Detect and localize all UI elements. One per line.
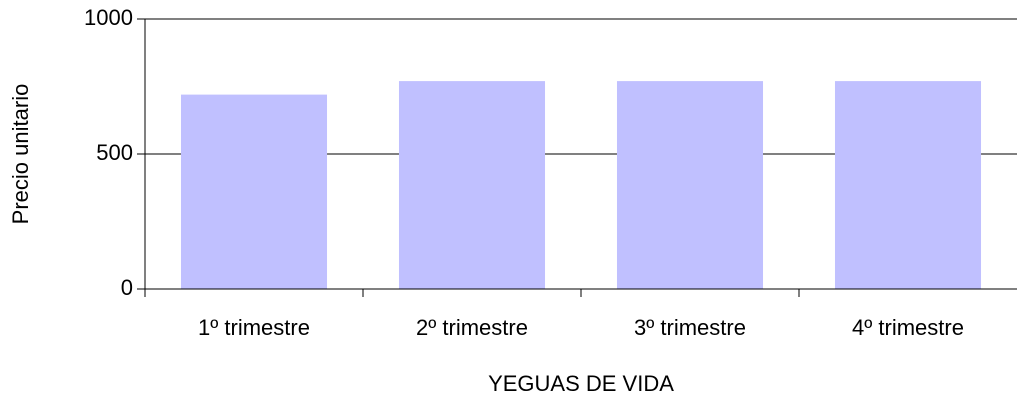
x-tick-label: 4º trimestre [852, 315, 964, 340]
x-tick-label: 2º trimestre [416, 315, 528, 340]
y-axis-label: Precio unitario [8, 84, 33, 225]
y-tick-label: 0 [121, 275, 133, 300]
x-tick-label: 1º trimestre [198, 315, 310, 340]
x-tick-label: 3º trimestre [634, 315, 746, 340]
bar [398, 81, 546, 289]
y-tick-label: 1000 [84, 5, 133, 30]
bar [180, 94, 328, 289]
y-tick-label: 500 [96, 140, 133, 165]
bar [834, 81, 982, 289]
bar [616, 81, 764, 289]
x-axis-label: YEGUAS DE VIDA [488, 371, 674, 396]
